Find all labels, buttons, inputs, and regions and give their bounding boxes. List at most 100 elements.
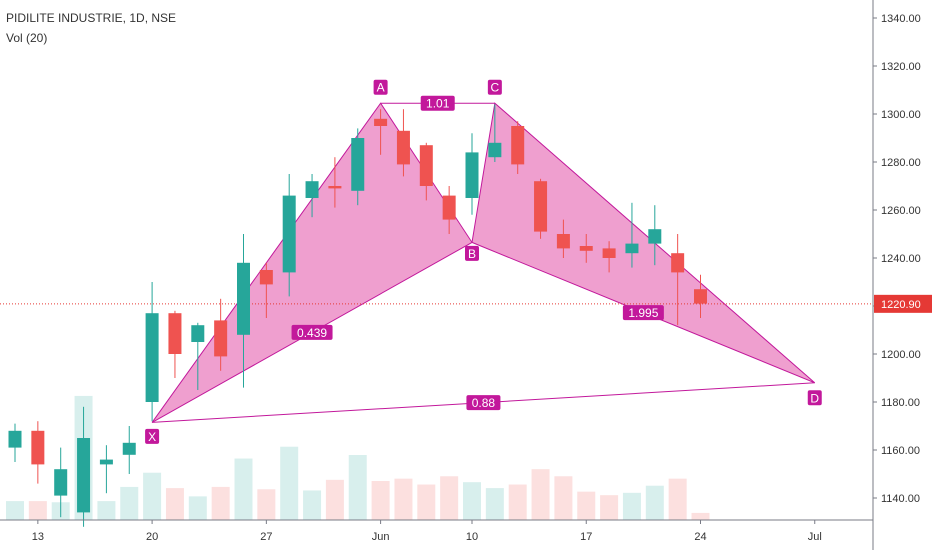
x-tick-label: 24 (694, 531, 706, 543)
point-label-c-bg (487, 79, 502, 95)
y-tick-label: 1300.00 (881, 109, 921, 121)
volume-bar (417, 484, 436, 520)
volume-bar (234, 458, 253, 520)
candle-body (419, 145, 433, 186)
volume-bar (28, 501, 47, 520)
y-tick-label: 1160.00 (881, 445, 920, 457)
volume-bar (531, 469, 550, 520)
candle-body (534, 181, 548, 232)
volume-bar (668, 478, 687, 520)
volume-bar (645, 485, 664, 520)
point-label-a-bg (373, 79, 388, 95)
candle-body (99, 459, 113, 465)
price-badge: 1220.90 (881, 299, 921, 311)
ratio-label-xab-bg (291, 324, 333, 340)
symbol-title: PIDILITE INDUSTRIE, 1D, NSE (6, 11, 177, 25)
volume-bar (508, 484, 527, 520)
y-tick-label: 1340.00 (881, 13, 921, 25)
candle-body (648, 229, 662, 244)
candle-body (77, 438, 91, 513)
volume-label: Vol (20) (6, 31, 48, 45)
y-tick-label: 1140.00 (881, 493, 920, 505)
volume-bar (143, 472, 162, 520)
y-tick-label: 1280.00 (881, 157, 921, 169)
point-label-x-bg (145, 428, 160, 444)
volume-bar (463, 482, 481, 520)
candle-body (602, 248, 616, 258)
ratio-label-bcd: 1.995 (628, 306, 658, 320)
candle-body (442, 195, 456, 220)
ratio-label-xab: 0.439 (297, 326, 327, 340)
candle-body (396, 130, 410, 165)
candle-body (282, 195, 296, 273)
volume-bar (211, 486, 230, 520)
y-tick-label: 1200.00 (881, 349, 921, 361)
volume-bar (554, 476, 573, 520)
candle-body (305, 181, 319, 198)
volume-bar (6, 501, 24, 520)
x-tick-label: Jun (372, 531, 390, 543)
candle-body (168, 313, 182, 354)
candle-body (511, 126, 525, 165)
volume-bar (622, 492, 641, 520)
candle-body (579, 246, 593, 251)
point-label-d: D (810, 391, 819, 405)
candle-body (328, 186, 342, 189)
x-tick-label: 17 (580, 531, 592, 543)
candle-body (31, 430, 45, 465)
volume-bar (600, 495, 619, 520)
y-tick-label: 1260.00 (881, 205, 921, 217)
pattern-labels: X A B C D 0.439 1.01 1.995 0.88 (145, 79, 822, 444)
point-label-c: C (491, 81, 500, 95)
candle-body (556, 234, 570, 249)
volume-bar (394, 478, 413, 520)
candle-body (191, 325, 205, 342)
point-label-b-bg (465, 245, 479, 261)
volume-bar (485, 488, 504, 520)
volume-bar (188, 496, 207, 520)
point-label-b: B (468, 247, 476, 261)
candle-body (122, 442, 136, 455)
volume-bars (6, 395, 710, 520)
volume-bar (257, 489, 276, 520)
y-tick-label: 1240.00 (881, 253, 921, 265)
candle-body (351, 138, 365, 191)
point-label-a: A (377, 81, 385, 95)
candle-body (694, 289, 707, 304)
candle-body (54, 469, 68, 496)
candle-body (465, 152, 479, 198)
volume-bar (165, 488, 184, 520)
candle-body (259, 270, 273, 285)
ratio-label-ac-bg (420, 95, 455, 111)
ratio-label-xd: 0.88 (472, 396, 496, 410)
candle-body (488, 142, 502, 158)
candles (8, 104, 707, 527)
candle-body (374, 118, 388, 126)
volume-bar (440, 476, 459, 520)
ratio-label-bcd-bg (622, 305, 664, 321)
candle-body (671, 253, 685, 273)
candle-body (237, 262, 250, 335)
candle-body (145, 313, 159, 402)
volume-bar (120, 486, 139, 520)
point-label-x: X (148, 430, 156, 444)
candle-body (8, 430, 22, 448)
x-tick-label: 27 (260, 531, 272, 543)
volume-bar (371, 481, 390, 520)
y-tick-label: 1180.00 (881, 397, 920, 409)
y-tick-label: 1320.00 (881, 61, 921, 73)
volume-bar (280, 446, 299, 520)
harmonic-pattern (0, 102, 873, 423)
x-tick-label: Jul (808, 531, 822, 543)
chart-legend: PIDILITE INDUSTRIE, 1D, NSE Vol (20) (6, 8, 176, 48)
point-label-d-bg (807, 390, 822, 406)
volume-bar (303, 490, 322, 520)
volume-bar (691, 512, 710, 520)
volume-bar (325, 479, 344, 520)
ratio-label-ac: 1.01 (426, 97, 450, 111)
price-badge-bg (874, 294, 932, 313)
x-tick-label: 10 (466, 531, 478, 543)
candle-body (625, 243, 639, 254)
